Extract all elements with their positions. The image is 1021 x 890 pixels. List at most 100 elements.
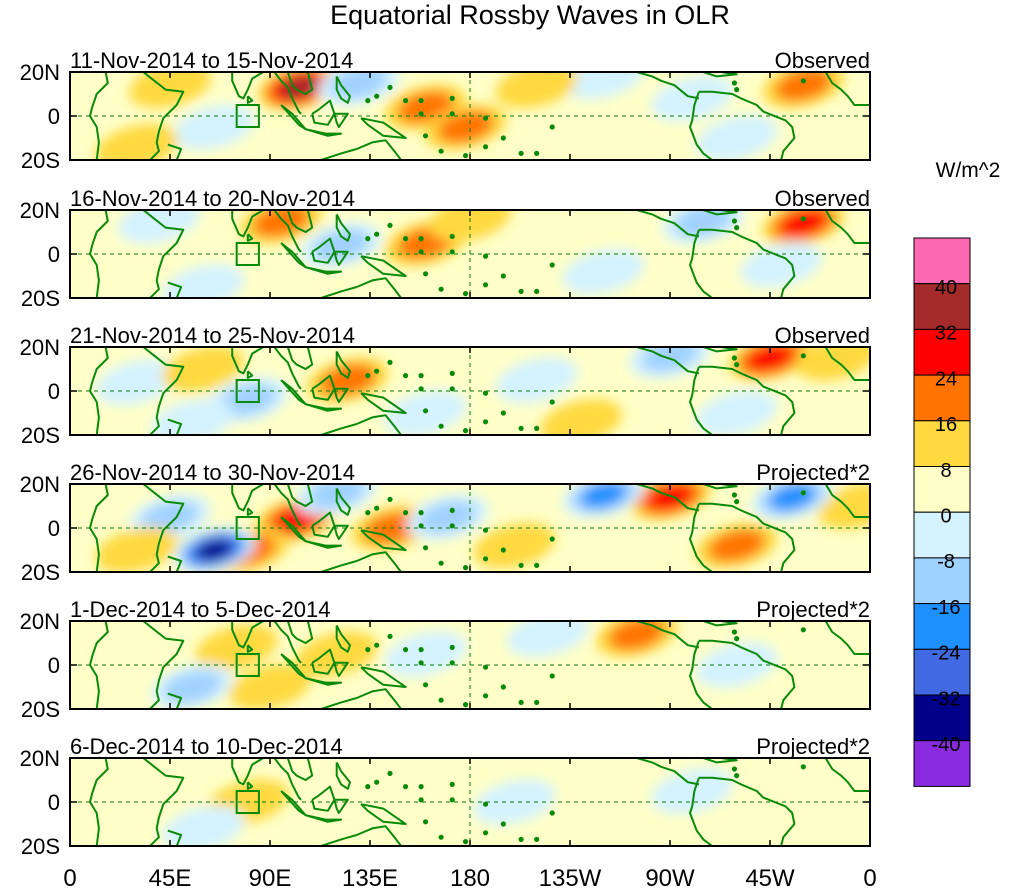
- coast-segment: [70, 758, 109, 846]
- coast-segment: [273, 210, 302, 253]
- coast-segment: [246, 644, 254, 653]
- coast-segment: [273, 621, 302, 664]
- panel-type-label: Observed: [775, 48, 870, 73]
- island: [462, 565, 469, 571]
- island: [365, 647, 371, 653]
- y-tick-label: 0: [48, 242, 60, 267]
- colorbar-label: -40: [932, 734, 961, 756]
- anomaly-contour: [95, 527, 178, 572]
- coast-segment: [689, 366, 713, 435]
- coast-segment: [246, 507, 254, 516]
- coast-segment: [333, 524, 349, 540]
- coast-segment: [286, 72, 314, 95]
- island: [731, 218, 738, 224]
- negative-anomaly: [695, 115, 778, 160]
- positive-anomaly: [240, 210, 323, 244]
- negative-anomaly: [162, 805, 245, 846]
- island: [449, 797, 455, 803]
- coast-segment: [333, 387, 349, 403]
- panel-type-label: Observed: [775, 323, 870, 348]
- island: [422, 408, 429, 414]
- coast-segment: [246, 370, 254, 379]
- island: [534, 699, 540, 706]
- negative-anomaly: [117, 210, 200, 244]
- coast-segment: [167, 281, 183, 298]
- index-box: [235, 242, 260, 266]
- y-tick-label: 20S: [21, 423, 60, 448]
- island: [449, 370, 455, 376]
- index-box: [235, 104, 260, 128]
- panel-1: 20N 0 20S 11-Nov-2014 to 15-Nov-2014 Observe…: [20, 48, 871, 173]
- panel-type-label: Observed: [775, 186, 870, 211]
- coast-segment: [689, 640, 713, 709]
- island: [402, 510, 409, 516]
- island: [418, 784, 424, 790]
- island: [734, 499, 740, 505]
- coast-segment: [360, 666, 407, 688]
- y-tick-label: 20N: [20, 746, 60, 771]
- coast-segment: [360, 255, 407, 277]
- island: [518, 150, 524, 157]
- coast-segment: [824, 484, 870, 518]
- positive-anomaly: [195, 624, 278, 671]
- island: [374, 779, 380, 785]
- island: [449, 249, 455, 255]
- coast-segment: [246, 233, 254, 242]
- coast-segment: [320, 286, 357, 298]
- coast-segment: [305, 266, 343, 275]
- positive-anomaly: [473, 522, 556, 569]
- positive-anomaly: [73, 621, 156, 666]
- island: [365, 98, 371, 104]
- anomaly-contour: [562, 248, 645, 295]
- island: [418, 236, 424, 242]
- panel-type-label: Projected*2: [756, 460, 870, 485]
- coast-segment: [335, 350, 351, 379]
- colorbar: 40 32 24 16 8 0 -8 -16 -24 -32 -40: [913, 237, 971, 787]
- positive-anomaly: [495, 72, 578, 108]
- coast-segment: [231, 72, 264, 100]
- island: [482, 693, 489, 699]
- anomaly-contour: [163, 670, 221, 704]
- colorbar-swatch: [913, 237, 971, 285]
- coast-segment: [167, 418, 183, 435]
- coast-segment: [167, 692, 183, 709]
- coast-segment: [636, 758, 700, 786]
- coast-segment: [231, 758, 264, 786]
- panel-period: 6-Dec-2014 to 10-Dec-2014: [70, 734, 343, 759]
- island: [418, 660, 424, 666]
- coast-segment: [702, 210, 738, 216]
- anomaly-contour: [162, 805, 245, 846]
- y-tick-label: 20N: [20, 60, 60, 85]
- panel-type-label: Projected*2: [756, 734, 870, 759]
- colorbar-swatch: [913, 557, 971, 605]
- anomaly-contour: [162, 347, 245, 392]
- y-tick-label: 0: [48, 379, 60, 404]
- x-tick-label: 180: [450, 865, 490, 890]
- anomaly-contour: [151, 399, 234, 435]
- panel-plot-area: 20N 0 20S 11-Nov-2014 to 15-Nov-2014 Observe…: [20, 48, 871, 173]
- coastline: [70, 484, 870, 572]
- olr-anomaly-field: [73, 621, 778, 709]
- island: [500, 135, 506, 141]
- coast-segment: [702, 484, 738, 490]
- island: [549, 673, 555, 679]
- island: [731, 355, 738, 361]
- island: [387, 84, 393, 90]
- y-tick-label: 20S: [21, 697, 60, 722]
- panel-plot-area: 20N 0 20S 21-Nov-2014 to 25-Nov-2014 Observe…: [20, 323, 871, 448]
- negative-anomaly: [562, 248, 645, 295]
- panel-type-label: Projected*2: [756, 597, 870, 622]
- coast-segment: [698, 90, 796, 160]
- y-tick-label: 20S: [21, 148, 60, 173]
- coast-segment: [286, 347, 314, 370]
- y-tick-label: 0: [48, 653, 60, 678]
- colorbar-label: 40: [935, 277, 957, 299]
- island: [374, 231, 380, 237]
- island: [482, 419, 489, 425]
- island: [482, 115, 489, 121]
- coast-segment: [273, 72, 302, 115]
- units-label: W/m^2: [936, 159, 1001, 182]
- island: [800, 764, 806, 770]
- anomaly-contour: [780, 210, 826, 237]
- positive-anomaly: [95, 527, 178, 572]
